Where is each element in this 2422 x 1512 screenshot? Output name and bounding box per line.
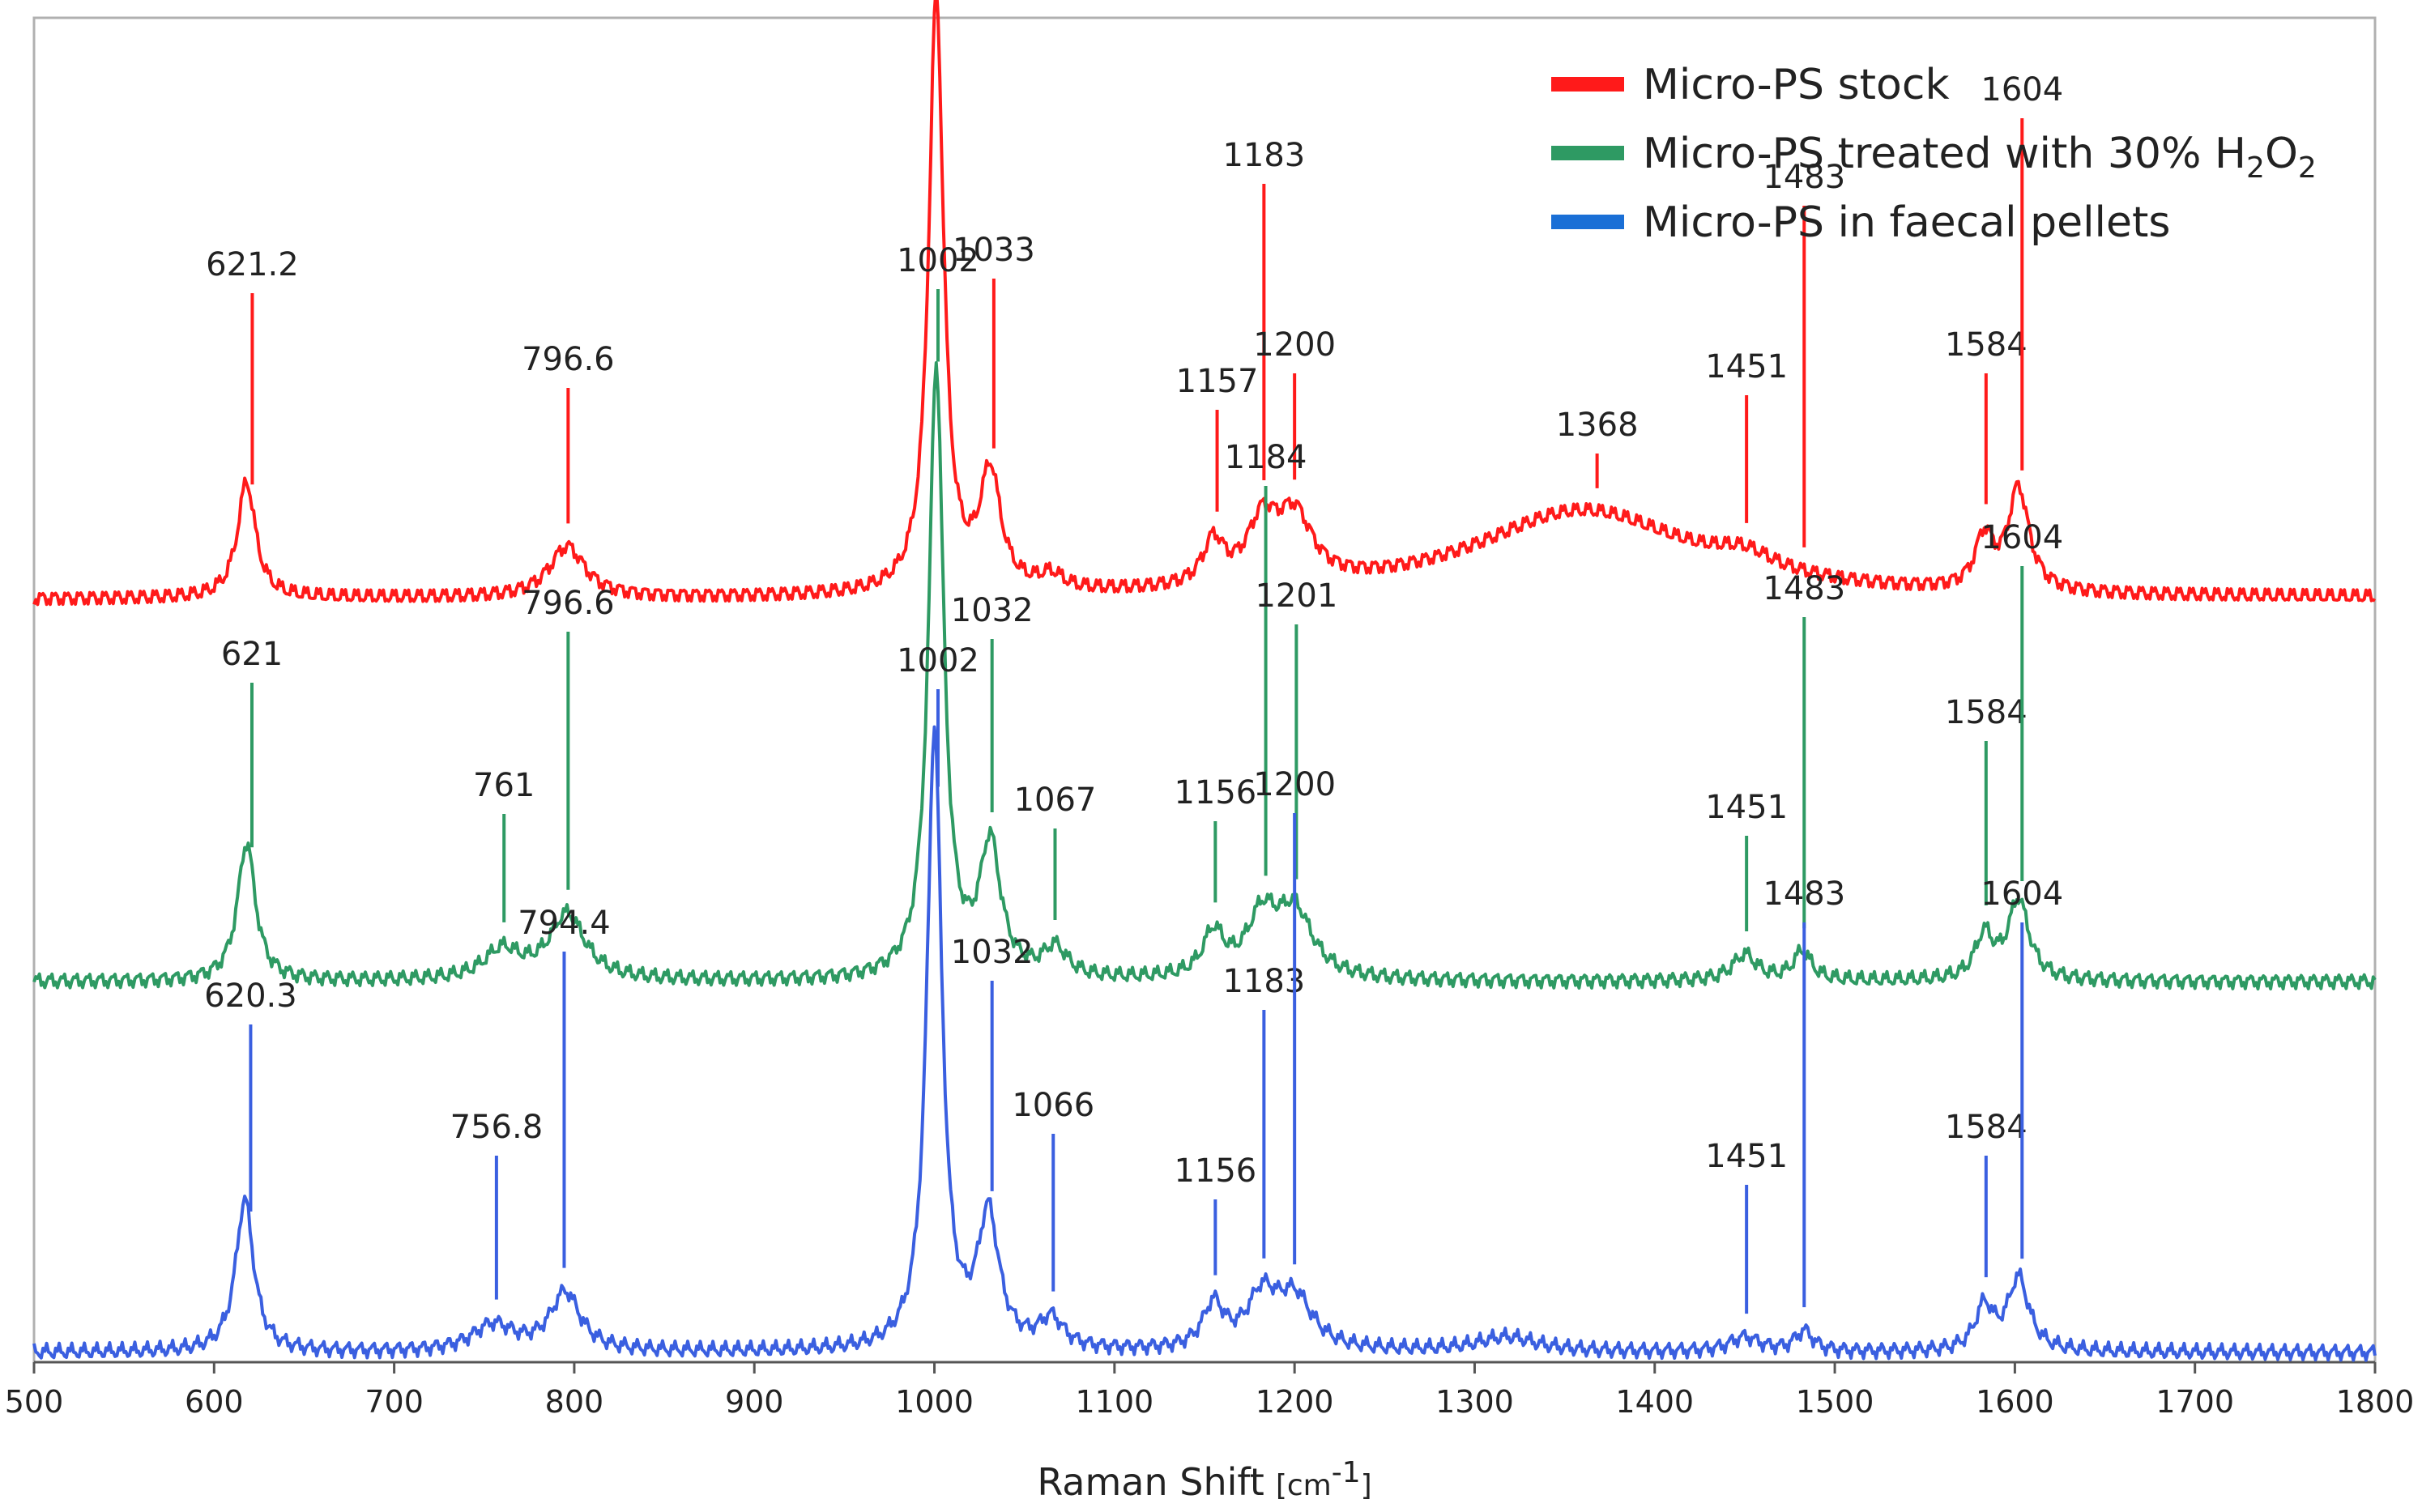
legend-label-treated-o: O	[2265, 130, 2298, 178]
peak-label: 1002	[897, 242, 979, 279]
peak-label: 1584	[1945, 326, 2028, 364]
legend-swatch-stock	[1551, 77, 1624, 92]
x-tick-label: 800	[545, 1384, 604, 1420]
legend-label-treated-sub-o: 2	[2298, 151, 2317, 185]
x-tick-label: 700	[365, 1384, 424, 1420]
peak-label: 1184	[1225, 439, 1307, 476]
peak-label: 1604	[1981, 71, 2063, 109]
legend-swatch-faecal	[1551, 215, 1624, 229]
peak-label: 1451	[1705, 1138, 1788, 1175]
x-axis-ticks: 500 600 700 800 900 1000 1100 1200 1300 1400 1500 1…	[5, 1362, 2415, 1420]
x-tick-label: 500	[5, 1384, 64, 1420]
x-tick-label: 1200	[1256, 1384, 1334, 1420]
spectrum-line-2	[32, 361, 2377, 990]
x-tick-label: 1500	[1796, 1384, 1874, 1420]
spectrum-line-1	[32, 0, 2377, 607]
peak-label: 794.4	[518, 905, 611, 942]
peak-label: 1156	[1174, 1152, 1256, 1190]
x-tick-label: 1100	[1075, 1384, 1153, 1420]
x-axis-unit-close: ]	[1361, 1469, 1372, 1502]
peak-label: 1033	[953, 232, 1035, 269]
peak-label: 1201	[1255, 577, 1337, 615]
peak-label: 1200	[1253, 326, 1336, 364]
peak-label: 1067	[1014, 782, 1097, 819]
peak-label: 1156	[1174, 774, 1256, 811]
peak-label: 1200	[1253, 766, 1336, 803]
peak-label: 1157	[1176, 363, 1259, 400]
peak-label: 1584	[1945, 694, 2028, 731]
peak-label: 1584	[1945, 1109, 2028, 1146]
peak-label: 1483	[1763, 570, 1845, 607]
legend: Micro-PS stock Micro-PS treated with 30%…	[1551, 61, 2317, 247]
legend-label-faecal: Micro-PS in faecal pellets	[1643, 198, 2170, 247]
peak-label: 1183	[1222, 137, 1305, 174]
spectrum-line-3	[32, 725, 2377, 1362]
peak-label: 756.8	[450, 1109, 544, 1146]
legend-label-treated: Micro-PS treated with 30% H2O2	[1643, 130, 2317, 185]
peak-label: 1066	[1012, 1087, 1094, 1124]
x-tick-label: 1000	[895, 1384, 974, 1420]
x-tick-label: 600	[185, 1384, 244, 1420]
peak-label: 1451	[1705, 348, 1788, 385]
peak-label: 1604	[1981, 519, 2063, 556]
legend-label-stock: Micro-PS stock	[1643, 61, 1950, 109]
peak-label: 796.6	[522, 341, 615, 378]
legend-label-treated-main: Micro-PS treated with 30% H	[1643, 130, 2246, 178]
peak-label: 761	[473, 767, 535, 804]
peak-label: 796.6	[522, 585, 615, 622]
x-tick-label: 1400	[1615, 1384, 1694, 1420]
x-tick-label: 1700	[2155, 1384, 2234, 1420]
peak-label: 1032	[951, 592, 1034, 629]
peak-label: 621.2	[206, 246, 299, 283]
x-axis-unit: [cm	[1276, 1469, 1332, 1502]
x-axis-title: Raman Shift [cm-1]	[1037, 1456, 1371, 1504]
legend-swatch-treated	[1551, 146, 1624, 160]
series-layer	[32, 0, 2377, 1362]
peak-label: 1368	[1556, 407, 1639, 444]
x-tick-label: 900	[725, 1384, 784, 1420]
peak-label: 1483	[1763, 875, 1845, 913]
peak-label: 1002	[897, 642, 979, 679]
peak-label: 1183	[1222, 963, 1305, 1000]
peak-label: 620.3	[204, 977, 297, 1015]
x-tick-label: 1600	[1976, 1384, 2054, 1420]
peak-label: 1483	[1763, 159, 1845, 196]
peak-label: 1451	[1705, 789, 1788, 826]
x-tick-label: 1300	[1435, 1384, 1514, 1420]
peak-annotation-layer: 621.2796.6100210331157118312001368145114…	[204, 71, 2063, 1314]
x-axis-unit-superscript: -1	[1332, 1456, 1361, 1489]
peak-label: 621	[221, 636, 283, 673]
peak-label: 1604	[1981, 875, 2063, 913]
x-tick-label: 1800	[2336, 1384, 2415, 1420]
legend-label-treated-sub-h: 2	[2246, 151, 2265, 185]
x-axis-title-text: Raman Shift	[1037, 1460, 1264, 1504]
peak-label: 1032	[951, 934, 1034, 971]
